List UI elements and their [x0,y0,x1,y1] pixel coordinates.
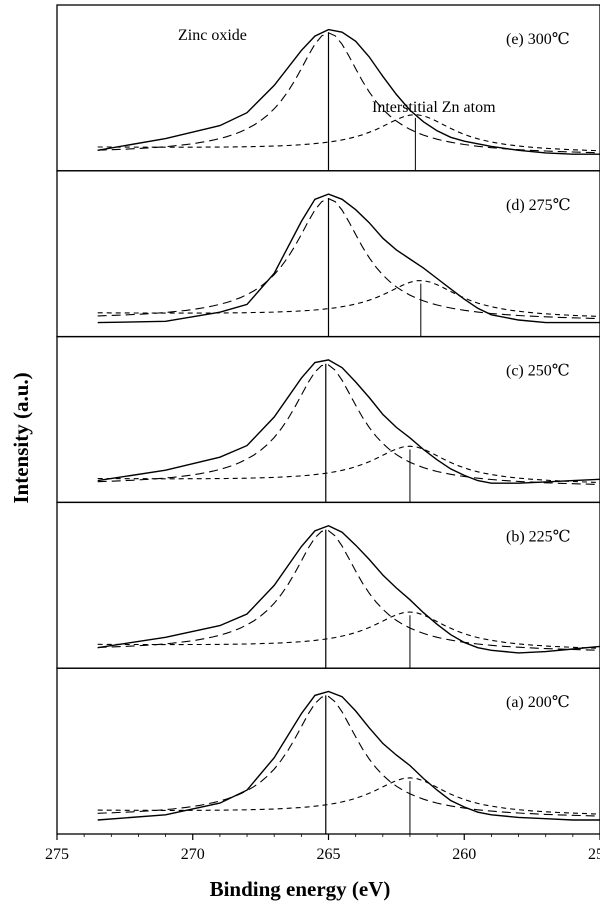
spectrum-line [97,28,600,155]
interstitial-zn-annotation: Interstitial Zn atom [372,99,496,116]
interstitial-zn-component [97,114,600,152]
zinc-oxide-component [97,364,600,485]
spectrum-line [97,524,600,654]
x-tick-label: 275 [45,846,69,863]
x-tick-label: 260 [452,846,476,863]
panel-label: (c) 250℃ [506,363,570,380]
panel: (c) 250℃ [56,335,600,504]
x-axis: 275 270 265 260 255 [45,834,600,863]
zinc-oxide-component [97,197,600,320]
panel-frame [56,335,600,504]
x-tick-label: 270 [181,846,205,863]
panel: (b) 225℃ [56,501,600,669]
interstitial-zn-component [97,445,600,484]
zinc-oxide-component [97,32,600,154]
zinc-oxide-component [97,695,600,817]
panel-label: (b) 225℃ [506,528,571,545]
spectrum-line [97,690,600,821]
panels-layer: (e) 300℃ (d) 275℃ (c) 250℃ (b) 225℃ (a) 200℃ [56,4,600,835]
interstitial-zn-component [97,611,600,649]
zinc-oxide-annotation: Zinc oxide [178,27,247,44]
interstitial-zn-component [97,777,600,815]
panel: (a) 200℃ [56,667,600,835]
x-tick-label: 265 [317,846,341,863]
x-tick-label: 255 [588,846,600,863]
panel: (e) 300℃ [56,4,600,172]
x-axis-label: Binding energy (eV) [210,877,391,901]
panel: (d) 275℃ [56,170,600,338]
spectrum-line [97,359,600,484]
interstitial-zn-component [97,280,600,317]
zinc-oxide-component [97,530,600,651]
panel-label: (d) 275℃ [506,197,571,214]
panel-label: (e) 300℃ [506,31,570,48]
panel-frame [56,667,600,835]
spectrum-line [97,193,600,324]
panel-label: (a) 200℃ [506,694,570,711]
panel-frame [56,501,600,669]
y-axis-label: Intensity (a.u.) [9,372,33,503]
